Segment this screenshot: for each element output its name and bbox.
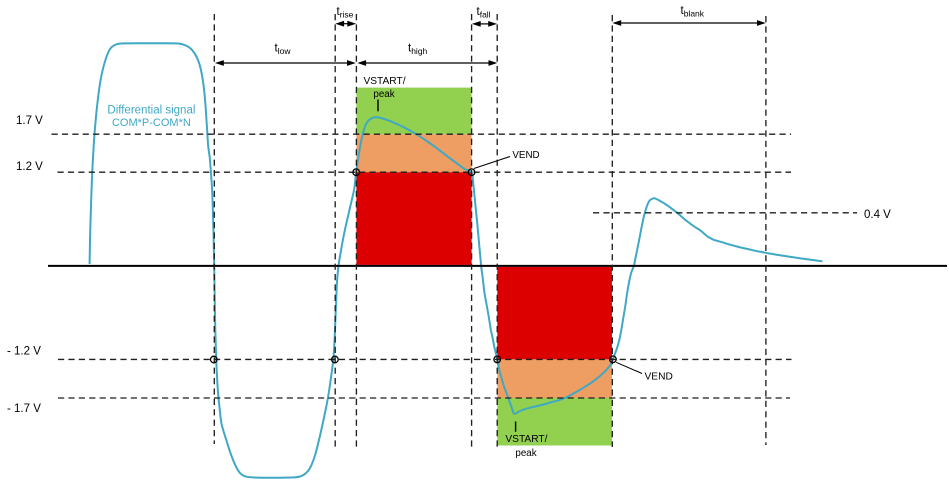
svg-text:VEND: VEND xyxy=(512,150,539,161)
svg-text:tlow: tlow xyxy=(275,43,292,57)
svg-text:tblank: tblank xyxy=(681,5,705,18)
svg-text:VSTART/: VSTART/ xyxy=(363,76,405,87)
svg-text:peak: peak xyxy=(373,89,394,100)
svg-text:thigh: thigh xyxy=(408,43,428,57)
svg-text:Differential signal: Differential signal xyxy=(107,105,195,117)
svg-text:peak: peak xyxy=(515,448,536,459)
svg-text:1.2 V: 1.2 V xyxy=(16,161,43,173)
svg-text:VSTART/: VSTART/ xyxy=(505,434,547,445)
svg-text:- 1.2 V: - 1.2 V xyxy=(7,346,41,358)
svg-text:tfall: tfall xyxy=(477,6,491,20)
svg-text:VEND: VEND xyxy=(645,372,673,383)
svg-text:1.7 V: 1.7 V xyxy=(16,115,43,127)
svg-text:- 1.7 V: - 1.7 V xyxy=(7,403,41,415)
svg-text:COM*P-COM*N: COM*P-COM*N xyxy=(112,117,191,129)
svg-text:trise: trise xyxy=(337,6,354,20)
svg-text:0.4 V: 0.4 V xyxy=(864,209,891,221)
